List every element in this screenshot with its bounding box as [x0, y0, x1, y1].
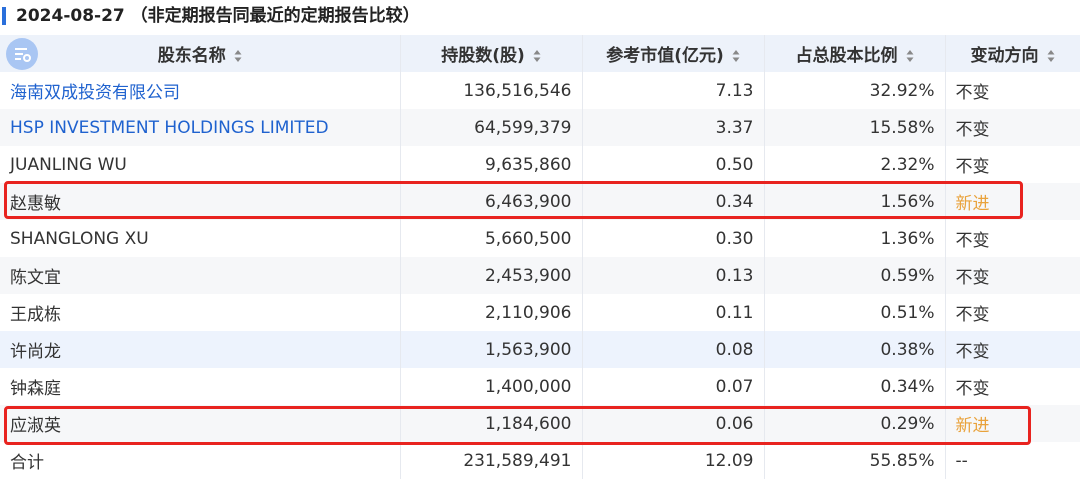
holder-name: 陈文宜	[0, 257, 401, 294]
cell: 0.11	[582, 294, 765, 331]
holder-name: 应淑英	[0, 405, 401, 442]
column-header[interactable]: 参考市值(亿元)	[582, 35, 765, 72]
cell: 2,453,900	[400, 257, 583, 294]
holders-table: 股东名称 持股数(股) 参考市值(亿元) 占总股本比例 变动方向 海南双成投资有限公司 1…	[0, 35, 1080, 479]
column-title: 变动方向	[970, 46, 1039, 66]
sort-icon	[533, 50, 541, 62]
cell: 0.13	[582, 257, 765, 294]
column-title: 占总股本比例	[795, 46, 898, 66]
cell: 不变	[945, 220, 1080, 257]
cell: 不变	[945, 257, 1080, 294]
cell: 0.06	[582, 405, 765, 442]
table-row: SHANGLONG XU 5,660,500 0.30 1.36% 不变	[0, 220, 1080, 257]
cell: 1,563,900	[400, 331, 583, 368]
cell: 1.36%	[764, 220, 946, 257]
holder-name: 许尚龙	[0, 331, 401, 368]
cell: 1.56%	[764, 183, 946, 220]
table-row: 赵惠敏 6,463,900 0.34 1.56% 新进	[0, 183, 1080, 220]
cell: 12.09	[582, 442, 765, 479]
cell: 不变	[945, 109, 1080, 146]
highlight-box	[4, 406, 1031, 445]
cell: 55.85%	[764, 442, 946, 479]
highlight-box	[4, 181, 1023, 219]
cell: 2,110,906	[400, 294, 583, 331]
cell: 0.51%	[764, 294, 946, 331]
holder-name: 合计	[0, 442, 401, 479]
cell: 2.32%	[764, 146, 946, 183]
column-title: 股东名称	[157, 46, 226, 66]
cell: 6,463,900	[400, 183, 583, 220]
holder-name[interactable]: HSP INVESTMENT HOLDINGS LIMITED	[0, 109, 401, 146]
cell: 0.34	[582, 183, 765, 220]
cell: 9,635,860	[400, 146, 583, 183]
cell: 不变	[945, 72, 1080, 109]
table-row: 海南双成投资有限公司 136,516,546 7.13 32.92% 不变	[0, 72, 1080, 109]
note: （非定期报告同最近的定期报告比较）	[130, 6, 420, 26]
sort-icon	[234, 50, 242, 62]
cell: 32.92%	[764, 72, 946, 109]
cell: 不变	[945, 146, 1080, 183]
cell: 0.38%	[764, 331, 946, 368]
column-title: 参考市值(亿元)	[606, 46, 724, 66]
column-header[interactable]: 股东名称	[0, 35, 401, 72]
cell: 5,660,500	[400, 220, 583, 257]
cell: 3.37	[582, 109, 765, 146]
cell: 0.29%	[764, 405, 946, 442]
cell: --	[945, 442, 1080, 479]
cell: 不变	[945, 368, 1080, 405]
cell: 15.58%	[764, 109, 946, 146]
table-row: 应淑英 1,184,600 0.06 0.29% 新进	[0, 405, 1080, 442]
cell: 新进	[945, 405, 1080, 442]
cell: 64,599,379	[400, 109, 583, 146]
table-row: 合计 231,589,491 12.09 55.85% --	[0, 442, 1080, 479]
table-row: 钟森庭 1,400,000 0.07 0.34% 不变	[0, 368, 1080, 405]
section-title: 2024-08-27 （非定期报告同最近的定期报告比较）	[0, 0, 420, 32]
table-row: HSP INVESTMENT HOLDINGS LIMITED 64,599,37…	[0, 109, 1080, 146]
cell: 0.59%	[764, 257, 946, 294]
table-row: JUANLING WU 9,635,860 0.50 2.32% 不变	[0, 146, 1080, 183]
holder-name: JUANLING WU	[0, 146, 401, 183]
cell: 136,516,546	[400, 72, 583, 109]
table-row: 许尚龙 1,563,900 0.08 0.38% 不变	[0, 331, 1080, 368]
sort-icon	[906, 50, 913, 62]
cell: 7.13	[582, 72, 765, 109]
cell: 1,184,600	[400, 405, 583, 442]
cell: 1,400,000	[400, 368, 583, 405]
table-row: 王成栋 2,110,906 0.11 0.51% 不变	[0, 294, 1080, 331]
cell: 新进	[945, 183, 1080, 220]
cell: 不变	[945, 331, 1080, 368]
column-header[interactable]: 持股数(股)	[400, 35, 583, 72]
holder-name: SHANGLONG XU	[0, 220, 401, 257]
sort-icon	[1047, 50, 1054, 62]
date: 2024-08-27	[16, 6, 125, 26]
cell: 不变	[945, 294, 1080, 331]
cell: 0.50	[582, 146, 765, 183]
cell: 0.08	[582, 331, 765, 368]
column-header[interactable]: 变动方向	[945, 35, 1080, 72]
cell: 231,589,491	[400, 442, 583, 479]
holder-name: 钟森庭	[0, 368, 401, 405]
column-title: 持股数(股)	[441, 46, 525, 66]
sort-icon	[732, 50, 740, 62]
column-header[interactable]: 占总股本比例	[764, 35, 946, 72]
holder-name[interactable]: 海南双成投资有限公司	[0, 72, 401, 109]
holder-name: 王成栋	[0, 294, 401, 331]
menu-icon[interactable]	[6, 38, 38, 70]
table-row: 陈文宜 2,453,900 0.13 0.59% 不变	[0, 257, 1080, 294]
cell: 0.30	[582, 220, 765, 257]
holder-name: 赵惠敏	[0, 183, 401, 220]
cell: 0.34%	[764, 368, 946, 405]
cell: 0.07	[582, 368, 765, 405]
header-row: 股东名称 持股数(股) 参考市值(亿元) 占总股本比例 变动方向	[0, 35, 1080, 72]
